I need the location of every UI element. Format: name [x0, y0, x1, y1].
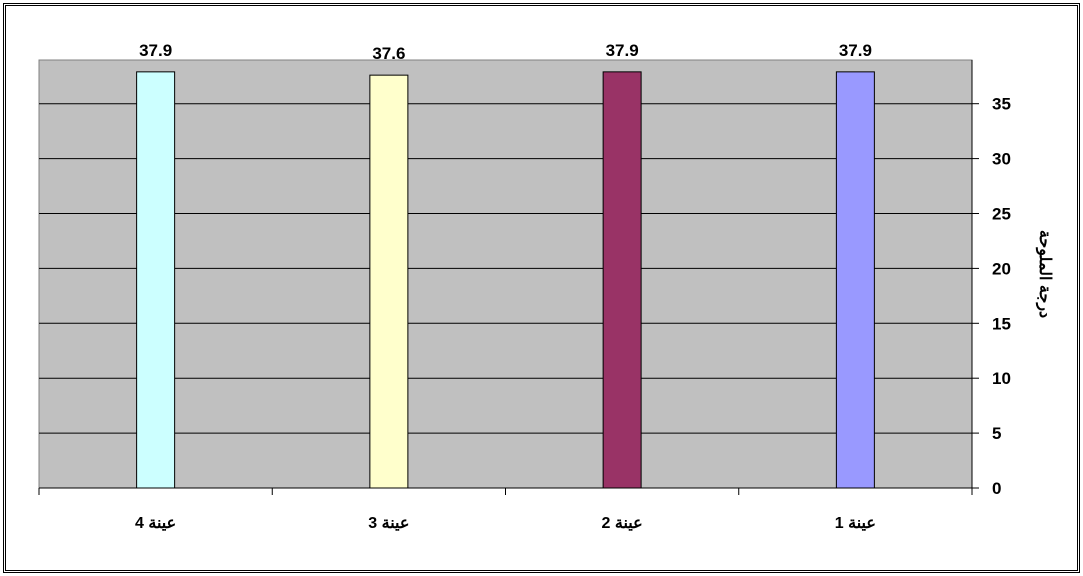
y-axis: 0 5 10 15 20 25 30 35	[971, 60, 1011, 498]
x-category-label: عينة 3	[368, 515, 409, 532]
data-label: 37.6	[372, 44, 405, 63]
bars	[136, 71, 875, 489]
y-tick-label: 15	[992, 314, 1011, 333]
y-tick-label: 25	[992, 205, 1011, 224]
bar	[602, 71, 642, 489]
data-label: 37.9	[139, 41, 172, 60]
y-tick-label: 10	[992, 369, 1011, 388]
y-tick-label: 30	[992, 150, 1011, 169]
data-label: 37.9	[606, 41, 639, 60]
bar	[835, 71, 875, 489]
x-category-label: عينة 2	[602, 515, 643, 532]
y-axis-title: درجة الملوحة	[1035, 230, 1053, 318]
bar	[369, 74, 409, 489]
data-labels: 37.9 37.6 37.9 37.9	[139, 41, 872, 63]
x-category-label: عينة 1	[835, 515, 876, 532]
y-tick-label: 5	[992, 424, 1001, 443]
gridlines	[39, 103, 972, 434]
plot-area	[38, 59, 973, 489]
data-label: 37.9	[839, 41, 872, 60]
x-category-label: عينة 4	[135, 515, 176, 532]
y-tick-label: 0	[992, 479, 1001, 498]
y-tick-label: 20	[992, 259, 1011, 278]
bar	[136, 71, 176, 489]
x-axis: عينة 4 عينة 3 عينة 2 عينة 1	[38, 487, 973, 532]
y-tick-label: 35	[992, 95, 1011, 114]
